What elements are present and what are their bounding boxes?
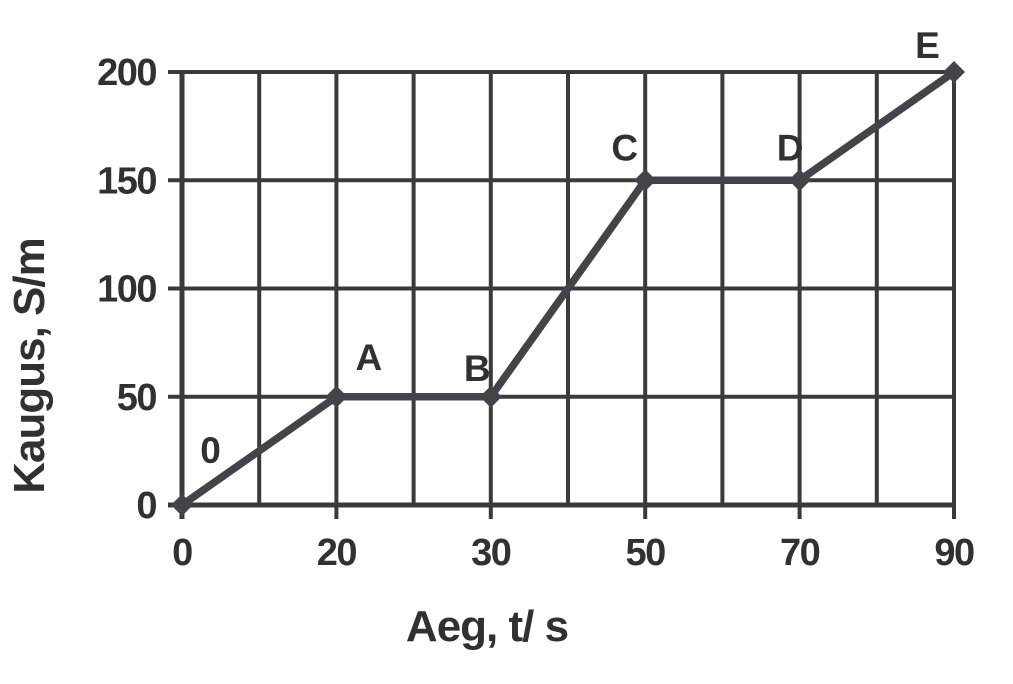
- x-tick-label-30: 30: [471, 532, 511, 574]
- x-tick-label-50: 50: [626, 532, 666, 574]
- y-tick-label-50: 50: [117, 377, 157, 419]
- point-label-E: E: [915, 25, 939, 66]
- y-tick-label-200: 200: [97, 52, 156, 94]
- x-tick-label-90: 90: [934, 532, 974, 574]
- x-axis-title: Aeg, t/ s: [406, 602, 568, 651]
- point-label-D: D: [777, 127, 803, 168]
- point-label-C: C: [611, 127, 637, 168]
- y-tick-label-100: 100: [97, 269, 156, 311]
- marker-A: [325, 385, 348, 408]
- y-tick-label-0: 0: [136, 485, 156, 527]
- marker-C: [634, 169, 657, 192]
- point-label-A: A: [356, 337, 382, 378]
- point-label-0: 0: [200, 430, 220, 471]
- data-line: [179, 68, 957, 509]
- marker-E: [943, 61, 965, 83]
- marker-D: [788, 169, 811, 192]
- x-tick-label-70: 70: [780, 532, 820, 574]
- marker-0: [171, 494, 193, 516]
- x-tick-label-0: 0: [172, 532, 192, 574]
- y-axis-title: Kaugus, S/m: [5, 238, 54, 494]
- chart-generated-layer: 0 20 30 50 70 90 0 50 100 150 200 0 A B C D E: [97, 25, 975, 574]
- x-tick-label-20: 20: [317, 532, 357, 574]
- point-label-B: B: [464, 348, 490, 389]
- marker-B: [479, 385, 502, 408]
- y-tick-label-150: 150: [97, 160, 156, 202]
